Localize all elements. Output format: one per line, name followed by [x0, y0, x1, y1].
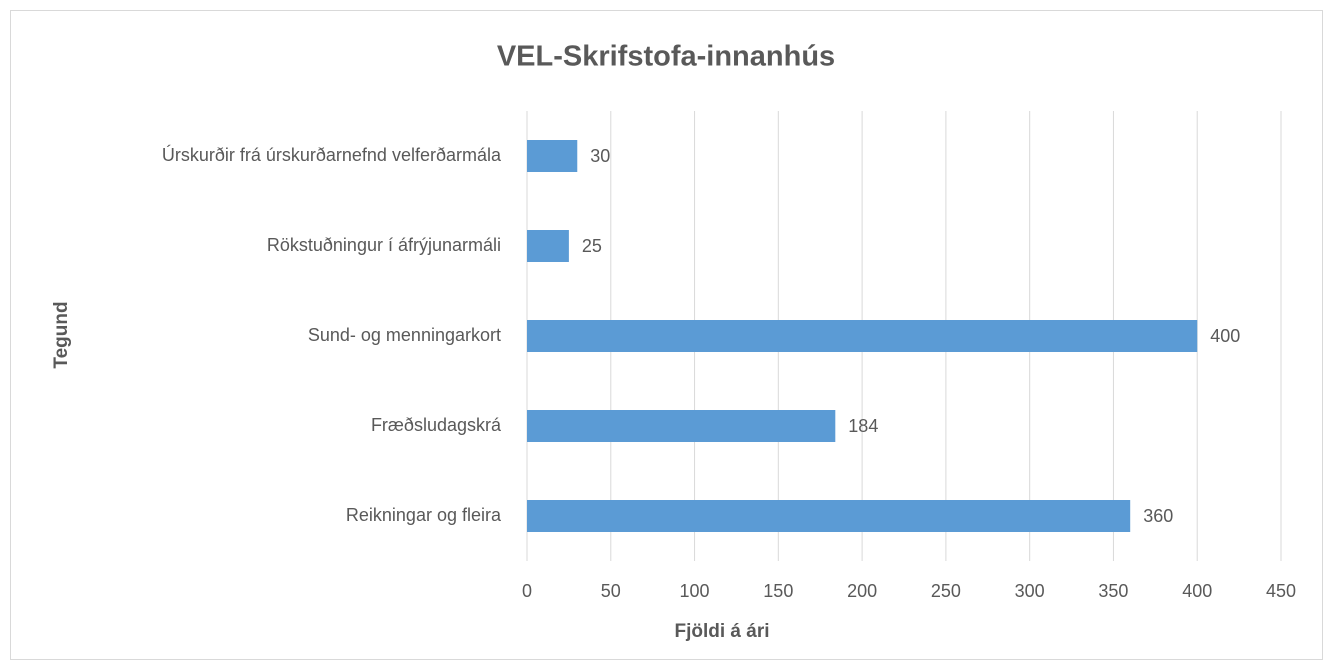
x-tick-label: 150: [763, 581, 793, 601]
value-label: 360: [1143, 506, 1173, 526]
bar: [527, 230, 569, 262]
y-tick-label: Fræðsludagskrá: [371, 415, 502, 435]
x-tick-label: 300: [1015, 581, 1045, 601]
y-tick-label: Rökstuðningur í áfrýjunarmáli: [267, 235, 501, 255]
y-tick-label: Reikningar og fleira: [346, 505, 502, 525]
bar: [527, 320, 1198, 352]
value-label: 400: [1210, 326, 1240, 346]
bar: [527, 140, 578, 172]
x-tick-label: 350: [1098, 581, 1128, 601]
chart-title: VEL-Skrifstofa-innanhús: [497, 41, 835, 73]
x-tick-label: 450: [1266, 581, 1296, 601]
x-tick-label: 50: [601, 581, 621, 601]
x-tick-label: 400: [1182, 581, 1212, 601]
y-tick-label: Sund- og menningarkort: [308, 325, 501, 345]
x-tick-label: 250: [931, 581, 961, 601]
bar: [527, 500, 1131, 532]
value-label: 30: [590, 146, 610, 166]
x-tick-label: 100: [680, 581, 710, 601]
x-tick-label: 0: [522, 581, 532, 601]
x-tick-label: 200: [847, 581, 877, 601]
y-axis-label: Tegund: [51, 301, 72, 368]
bar: [527, 410, 836, 442]
y-tick-label: Úrskurðir frá úrskurðarnefnd velferðarmá…: [162, 144, 502, 165]
value-label: 25: [582, 236, 602, 256]
value-label: 184: [848, 416, 878, 436]
x-axis-label: Fjöldi á ári: [674, 621, 769, 642]
